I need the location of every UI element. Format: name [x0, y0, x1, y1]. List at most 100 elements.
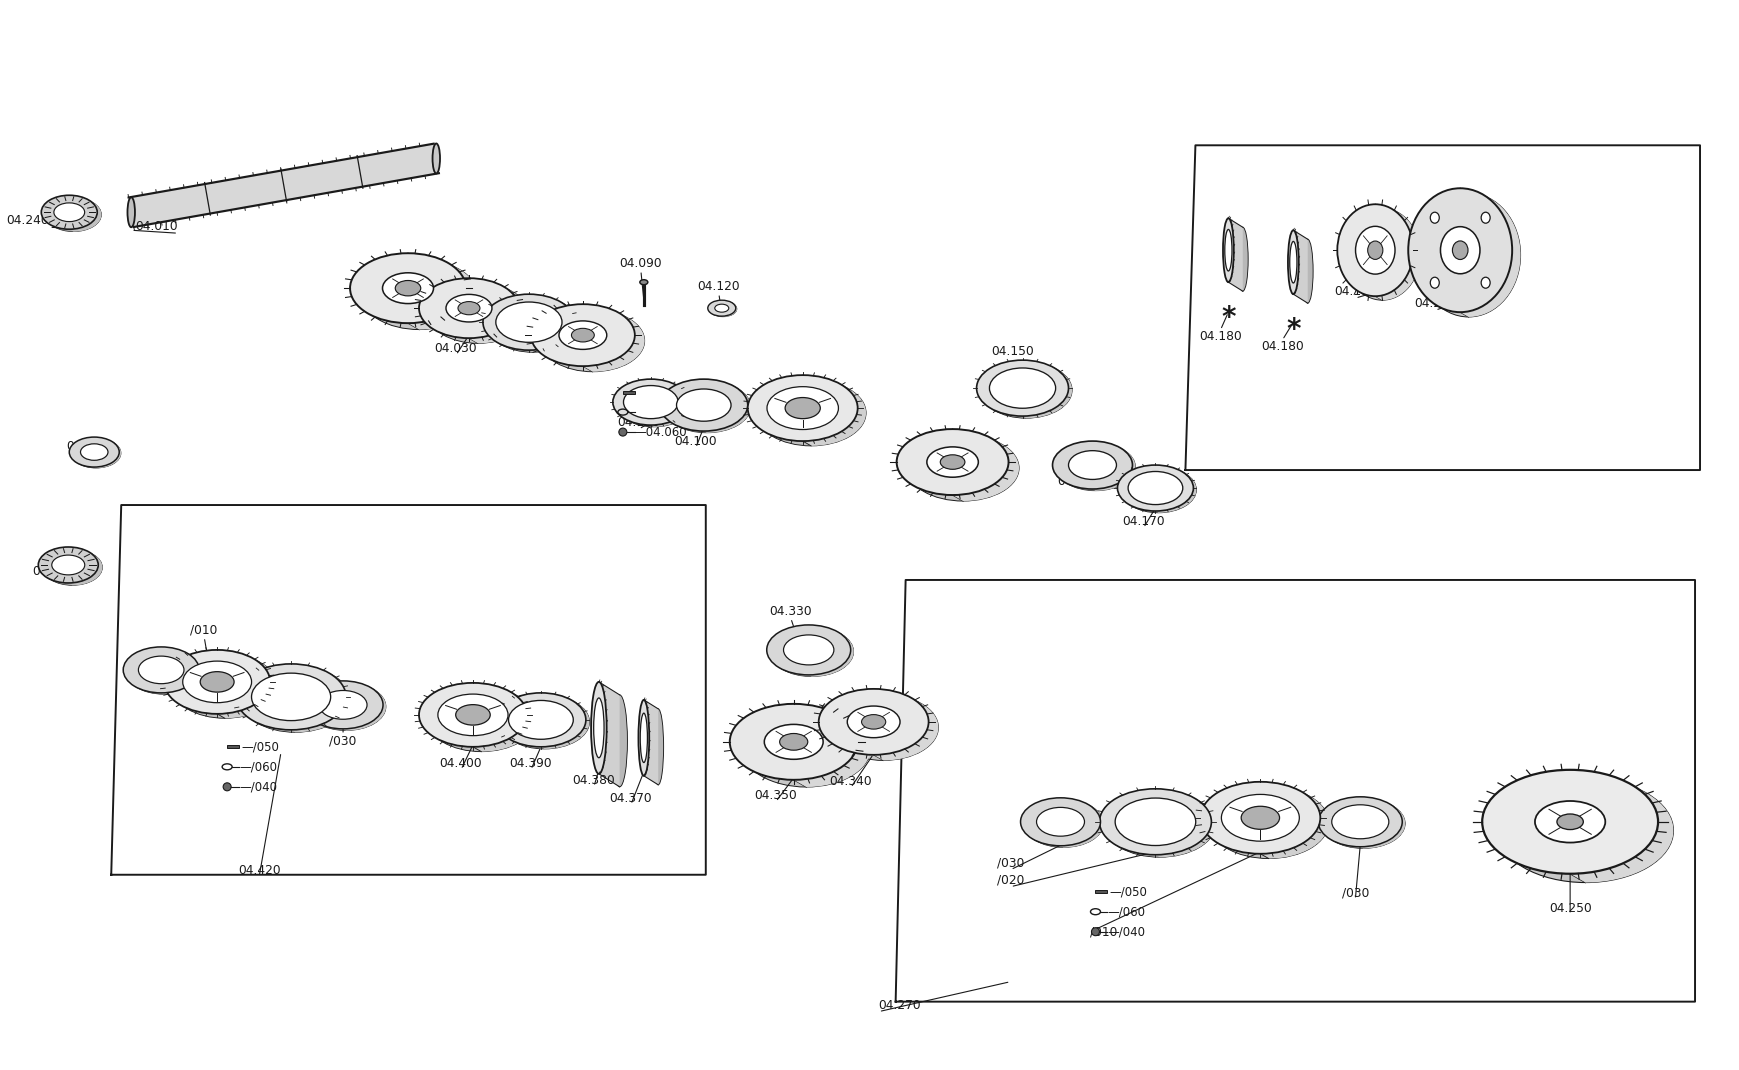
Polygon shape: [1374, 204, 1419, 301]
Text: /030: /030: [1341, 887, 1369, 900]
Ellipse shape: [767, 386, 838, 429]
Ellipse shape: [1337, 204, 1412, 296]
Ellipse shape: [1318, 797, 1402, 846]
Ellipse shape: [1221, 794, 1299, 841]
Text: 04.350: 04.350: [755, 789, 796, 801]
Text: 04.380: 04.380: [572, 774, 616, 786]
Ellipse shape: [976, 361, 1068, 416]
Ellipse shape: [1023, 799, 1103, 847]
Circle shape: [223, 783, 231, 791]
Text: —/060: —/060: [1106, 905, 1144, 918]
Polygon shape: [541, 693, 590, 749]
Text: —/050: —/050: [1109, 885, 1146, 898]
Text: 04.050: 04.050: [544, 319, 588, 332]
Ellipse shape: [1056, 443, 1136, 491]
Text: 04.250: 04.250: [1548, 902, 1591, 915]
Ellipse shape: [558, 321, 607, 350]
Ellipse shape: [42, 195, 97, 229]
Text: 04.160: 04.160: [1057, 475, 1099, 488]
Ellipse shape: [1240, 807, 1278, 829]
Polygon shape: [1228, 218, 1242, 291]
Text: —/040: —/040: [1106, 926, 1144, 938]
Ellipse shape: [80, 444, 108, 460]
Ellipse shape: [784, 398, 819, 418]
Text: 04.110: 04.110: [617, 416, 659, 429]
Ellipse shape: [743, 712, 870, 788]
Polygon shape: [583, 304, 643, 371]
Ellipse shape: [496, 693, 586, 747]
Ellipse shape: [318, 690, 367, 719]
Ellipse shape: [71, 438, 122, 468]
Ellipse shape: [483, 294, 574, 350]
Text: /010: /010: [190, 624, 217, 637]
Ellipse shape: [659, 379, 748, 431]
Polygon shape: [343, 681, 386, 731]
Ellipse shape: [623, 385, 678, 418]
Polygon shape: [650, 379, 692, 427]
Text: 04.130: 04.130: [772, 417, 814, 430]
Polygon shape: [473, 683, 536, 751]
Ellipse shape: [1440, 227, 1480, 274]
Ellipse shape: [1320, 798, 1405, 849]
Bar: [228, 746, 238, 748]
Ellipse shape: [183, 661, 252, 703]
Polygon shape: [68, 547, 103, 585]
Ellipse shape: [652, 708, 663, 784]
Text: /030: /030: [996, 857, 1024, 870]
Ellipse shape: [1344, 209, 1419, 301]
Ellipse shape: [640, 714, 647, 763]
Polygon shape: [793, 704, 870, 788]
Text: 04.030: 04.030: [435, 342, 476, 355]
Text: 04.090: 04.090: [619, 257, 663, 271]
Ellipse shape: [763, 724, 823, 760]
Ellipse shape: [1355, 227, 1395, 274]
Text: 04.420: 04.420: [238, 863, 280, 876]
Ellipse shape: [1116, 465, 1193, 511]
Ellipse shape: [395, 280, 421, 296]
Polygon shape: [217, 649, 278, 718]
Polygon shape: [703, 379, 750, 433]
Ellipse shape: [783, 635, 833, 664]
Ellipse shape: [70, 437, 120, 467]
Text: 04.480: 04.480: [66, 440, 108, 453]
Polygon shape: [809, 625, 854, 676]
Text: 04.190: 04.190: [1334, 286, 1376, 299]
Ellipse shape: [612, 694, 628, 786]
Ellipse shape: [708, 301, 736, 316]
Ellipse shape: [1052, 441, 1132, 489]
Ellipse shape: [163, 649, 270, 714]
Ellipse shape: [45, 198, 101, 231]
Ellipse shape: [240, 667, 350, 732]
Ellipse shape: [715, 304, 729, 312]
Ellipse shape: [767, 625, 850, 675]
Ellipse shape: [896, 429, 1009, 495]
Ellipse shape: [125, 648, 202, 694]
Ellipse shape: [1200, 782, 1320, 854]
Polygon shape: [1569, 769, 1673, 883]
Ellipse shape: [139, 656, 184, 684]
Ellipse shape: [939, 455, 965, 470]
Ellipse shape: [172, 655, 278, 718]
Text: 04.170: 04.170: [1122, 515, 1163, 528]
Text: 04.340: 04.340: [830, 775, 871, 788]
Polygon shape: [1259, 782, 1329, 858]
Text: 04.240: 04.240: [7, 214, 49, 227]
Ellipse shape: [906, 435, 1019, 501]
Text: 04.390: 04.390: [510, 756, 551, 769]
Ellipse shape: [1301, 240, 1313, 303]
Polygon shape: [129, 143, 438, 227]
Text: /020: /020: [996, 874, 1024, 887]
Ellipse shape: [1236, 227, 1247, 291]
Ellipse shape: [1429, 212, 1438, 224]
Text: 04.400: 04.400: [440, 756, 482, 769]
Ellipse shape: [38, 547, 97, 583]
Ellipse shape: [769, 627, 854, 676]
Ellipse shape: [1223, 218, 1233, 282]
Polygon shape: [873, 689, 937, 761]
Ellipse shape: [252, 673, 330, 720]
Polygon shape: [643, 700, 657, 784]
Ellipse shape: [508, 701, 572, 739]
Polygon shape: [1059, 798, 1103, 847]
Ellipse shape: [847, 706, 899, 737]
Text: /030: /030: [137, 672, 165, 685]
